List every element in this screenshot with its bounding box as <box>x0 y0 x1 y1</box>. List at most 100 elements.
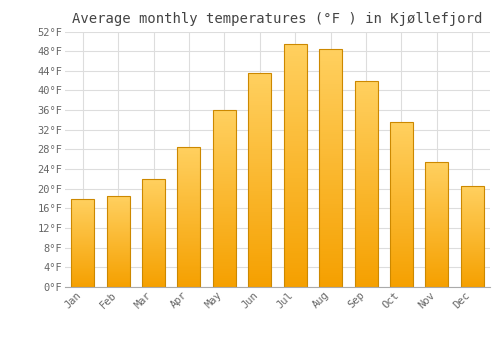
Bar <box>248 101 272 103</box>
Bar <box>426 184 448 186</box>
Bar <box>354 223 378 225</box>
Bar <box>390 280 413 282</box>
Bar <box>71 240 94 241</box>
Bar <box>319 99 342 101</box>
Bar <box>71 260 94 261</box>
Bar <box>71 269 94 270</box>
Bar <box>319 158 342 161</box>
Bar <box>461 186 484 187</box>
Bar <box>178 147 201 287</box>
Bar <box>248 212 272 214</box>
Bar <box>426 276 448 277</box>
Bar <box>71 286 94 287</box>
Bar <box>390 144 413 146</box>
Bar <box>354 271 378 273</box>
Bar <box>426 273 448 274</box>
Bar <box>142 238 165 239</box>
Bar <box>426 205 448 207</box>
Bar <box>319 199 342 201</box>
Bar <box>426 222 448 223</box>
Bar <box>178 190 201 192</box>
Bar <box>426 202 448 203</box>
Bar <box>284 212 306 214</box>
Bar <box>248 82 272 84</box>
Bar <box>319 139 342 142</box>
Bar <box>178 158 201 160</box>
Bar <box>461 206 484 208</box>
Bar <box>248 257 272 259</box>
Bar <box>354 190 378 192</box>
Bar <box>142 243 165 244</box>
Bar <box>248 127 272 129</box>
Bar <box>461 218 484 219</box>
Bar <box>248 88 272 90</box>
Bar <box>142 212 165 214</box>
Bar <box>284 243 306 246</box>
Bar <box>248 94 272 97</box>
Bar <box>71 258 94 259</box>
Bar <box>213 269 236 271</box>
Bar <box>71 224 94 225</box>
Bar <box>213 215 236 216</box>
Bar <box>248 246 272 248</box>
Bar <box>461 269 484 270</box>
Bar <box>390 187 413 188</box>
Bar <box>390 182 413 183</box>
Bar <box>178 200 201 202</box>
Bar <box>284 131 306 134</box>
Bar <box>319 192 342 194</box>
Bar <box>248 191 272 193</box>
Bar <box>390 233 413 234</box>
Bar <box>178 262 201 263</box>
Bar <box>390 282 413 284</box>
Bar <box>426 263 448 265</box>
Bar <box>178 225 201 227</box>
Bar <box>106 228 130 229</box>
Bar <box>142 194 165 195</box>
Bar <box>213 167 236 168</box>
Bar <box>390 155 413 157</box>
Bar <box>248 279 272 281</box>
Bar <box>248 178 272 180</box>
Bar <box>284 105 306 107</box>
Bar <box>106 220 130 222</box>
Bar <box>319 278 342 280</box>
Bar <box>106 269 130 270</box>
Bar <box>284 258 306 260</box>
Bar <box>71 231 94 232</box>
Bar <box>319 104 342 106</box>
Bar <box>213 267 236 269</box>
Bar <box>284 68 306 71</box>
Bar <box>390 140 413 142</box>
Bar <box>178 164 201 165</box>
Bar <box>426 223 448 224</box>
Bar <box>213 200 236 202</box>
Bar <box>319 72 342 75</box>
Bar <box>71 267 94 268</box>
Bar <box>461 197 484 198</box>
Bar <box>178 260 201 262</box>
Bar <box>71 226 94 227</box>
Bar <box>461 199 484 201</box>
Bar <box>213 181 236 183</box>
Bar <box>248 242 272 244</box>
Bar <box>71 280 94 281</box>
Bar <box>106 282 130 284</box>
Bar <box>142 230 165 231</box>
Bar <box>213 206 236 208</box>
Bar <box>390 236 413 238</box>
Bar <box>106 245 130 246</box>
Bar <box>106 233 130 234</box>
Bar <box>213 276 236 278</box>
Bar <box>461 204 484 205</box>
Bar <box>319 166 342 168</box>
Bar <box>319 230 342 232</box>
Bar <box>248 146 272 148</box>
Bar <box>426 266 448 267</box>
Bar <box>319 244 342 246</box>
Bar <box>248 283 272 285</box>
Bar <box>284 267 306 270</box>
Bar <box>319 51 342 54</box>
Bar <box>213 223 236 225</box>
Bar <box>284 121 306 124</box>
